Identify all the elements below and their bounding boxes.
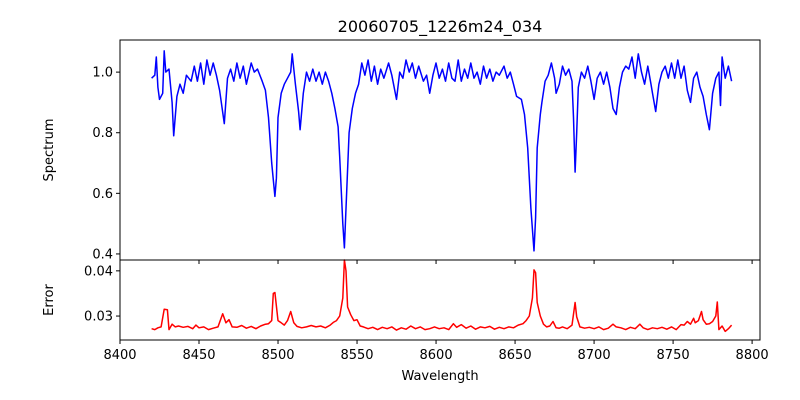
spectrum-y-label: Spectrum [42, 119, 57, 182]
spectrum-y-tick-label: 0.6 [92, 187, 113, 202]
error-y-tick-label: 0.03 [84, 310, 113, 325]
error-y-tick-label: 0.04 [84, 264, 113, 279]
error-axes: 0.03 0.04 8400 8450 8500 8550 8600 8650 8700 8750… [84, 259, 769, 363]
error-series-line [151, 259, 733, 333]
x-tick-label: 8450 [182, 348, 215, 363]
spectrum-y-tick-label: 0.4 [92, 247, 113, 262]
x-tick-label: 8400 [103, 348, 136, 363]
spectrum-series-line [151, 50, 733, 252]
x-axis-label: Wavelength [401, 369, 478, 384]
x-tick-label: 8750 [657, 348, 690, 363]
x-tick-label: 8700 [578, 348, 611, 363]
x-tick-label: 8800 [736, 348, 769, 363]
error-y-label: Error [42, 284, 57, 316]
spectrum-y-tick-label: 0.8 [92, 126, 113, 141]
spectrum-y-tick-label: 1.0 [92, 66, 113, 81]
x-tick-label: 8650 [499, 348, 532, 363]
error-axes-frame [119, 259, 761, 341]
chart-title: 20060705_1226m24_034 [338, 17, 543, 37]
x-tick-label: 8600 [420, 348, 453, 363]
x-tick-label: 8500 [261, 348, 294, 363]
x-tick-label: 8550 [340, 348, 373, 363]
